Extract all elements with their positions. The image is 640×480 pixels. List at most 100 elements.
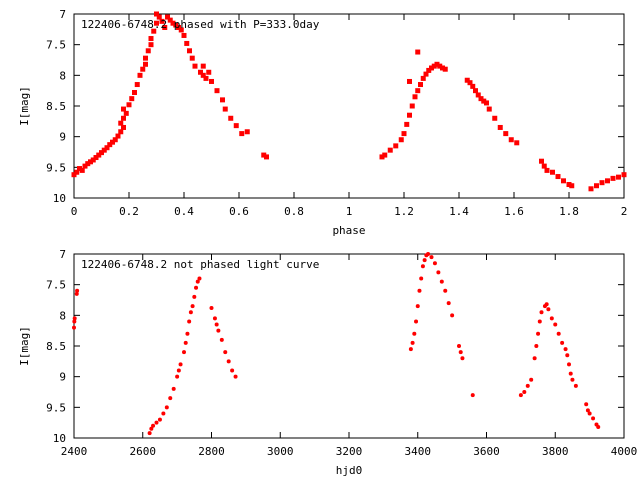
data-point — [556, 331, 561, 336]
x-tick-label: 0.8 — [284, 205, 304, 218]
y-tick-label: 9.5 — [46, 401, 66, 414]
x-tick-label: 4000 — [611, 445, 638, 458]
data-point — [398, 137, 404, 143]
data-point — [192, 63, 198, 69]
data-point — [415, 88, 421, 94]
x-tick-label: 2 — [621, 205, 628, 218]
x-axis-label: phase — [332, 224, 365, 237]
data-point — [72, 325, 76, 330]
data-point — [522, 390, 527, 394]
data-point — [439, 279, 444, 284]
data-point — [178, 27, 184, 33]
x-tick-label: 1.4 — [449, 205, 469, 218]
y-tick-label: 8.5 — [46, 340, 66, 353]
x-tick-label: 3800 — [542, 445, 569, 458]
data-point — [145, 48, 151, 54]
data-point — [484, 100, 489, 106]
data-point — [214, 88, 220, 94]
data-point — [525, 383, 530, 388]
data-point — [134, 82, 140, 88]
data-point — [77, 166, 82, 172]
data-point — [475, 92, 481, 98]
y-tick-label: 7.5 — [46, 279, 66, 292]
x-tick-label: 1.2 — [394, 205, 414, 218]
y-tick-label: 9 — [59, 131, 66, 144]
data-point — [206, 69, 212, 75]
data-point — [599, 180, 605, 186]
data-point — [176, 24, 181, 30]
data-point — [129, 96, 135, 102]
chart-title: 122406-6748.2 not phased light curve — [81, 258, 319, 271]
x-tick-label: 1.6 — [504, 205, 524, 218]
data-point — [239, 131, 245, 137]
data-point — [565, 353, 570, 358]
data-point — [415, 49, 421, 55]
data-point — [200, 72, 206, 78]
data-point — [126, 102, 132, 108]
data-point — [412, 331, 417, 336]
data-point — [151, 28, 157, 34]
data-point — [573, 383, 578, 388]
data-point — [115, 133, 121, 139]
data-point — [401, 131, 407, 137]
data-point — [88, 159, 93, 165]
data-point — [175, 374, 180, 379]
data-point — [230, 368, 235, 373]
x-tick-label: 0.6 — [229, 205, 249, 218]
data-point — [203, 75, 209, 81]
x-axis-label: hjd0 — [336, 464, 363, 477]
phased-light-curve-panel: 0 0.2 0.4 0.6 0.8 1 1.2 1.4 1.6 1.8 2 7 7.5 8 8.5 9 9.5 1… — [18, 8, 627, 237]
data-point — [555, 174, 561, 180]
data-point — [85, 161, 91, 167]
x-tick-label: 2600 — [130, 445, 157, 458]
data-point — [536, 331, 541, 336]
data-point — [132, 90, 137, 96]
data-point — [140, 66, 146, 72]
data-point — [184, 40, 190, 46]
data-point — [567, 362, 571, 367]
data-point — [156, 14, 162, 20]
data-point — [408, 347, 413, 352]
data-point — [591, 416, 596, 421]
data-point — [492, 115, 498, 121]
data-point — [165, 14, 170, 20]
data-point — [460, 356, 465, 361]
data-point — [442, 66, 448, 72]
data-point — [137, 72, 143, 78]
data-point — [537, 319, 542, 324]
data-point — [539, 158, 544, 164]
data-point — [457, 344, 461, 348]
data-point — [154, 11, 159, 17]
data-point — [434, 61, 440, 67]
data-point — [514, 140, 520, 146]
y-axis-label: I[mag] — [18, 86, 31, 126]
data-point — [412, 94, 418, 100]
data-point — [436, 270, 441, 275]
data-point — [534, 344, 539, 348]
data-point — [147, 431, 152, 436]
data-point — [422, 258, 427, 263]
y-tick-label: 9.5 — [46, 161, 66, 174]
data-point — [596, 424, 601, 429]
data-point — [112, 137, 118, 143]
data-point — [71, 172, 77, 178]
data-point — [568, 371, 573, 376]
data-point — [96, 152, 102, 158]
data-point — [194, 285, 199, 290]
data-point — [404, 121, 410, 127]
data-point — [621, 172, 627, 178]
data-point — [72, 316, 77, 321]
data-point — [264, 154, 269, 160]
data-point — [212, 316, 217, 321]
data-point — [566, 182, 572, 188]
y-tick-label: 8.5 — [46, 100, 66, 113]
x-tick-label: 0.4 — [174, 205, 194, 218]
y-tick-label: 7 — [59, 8, 66, 21]
data-point — [90, 157, 96, 163]
data-point — [503, 131, 509, 137]
data-point — [99, 150, 104, 156]
data-point — [223, 350, 228, 355]
data-point — [228, 115, 234, 121]
data-point — [181, 32, 187, 38]
data-point — [497, 124, 503, 130]
